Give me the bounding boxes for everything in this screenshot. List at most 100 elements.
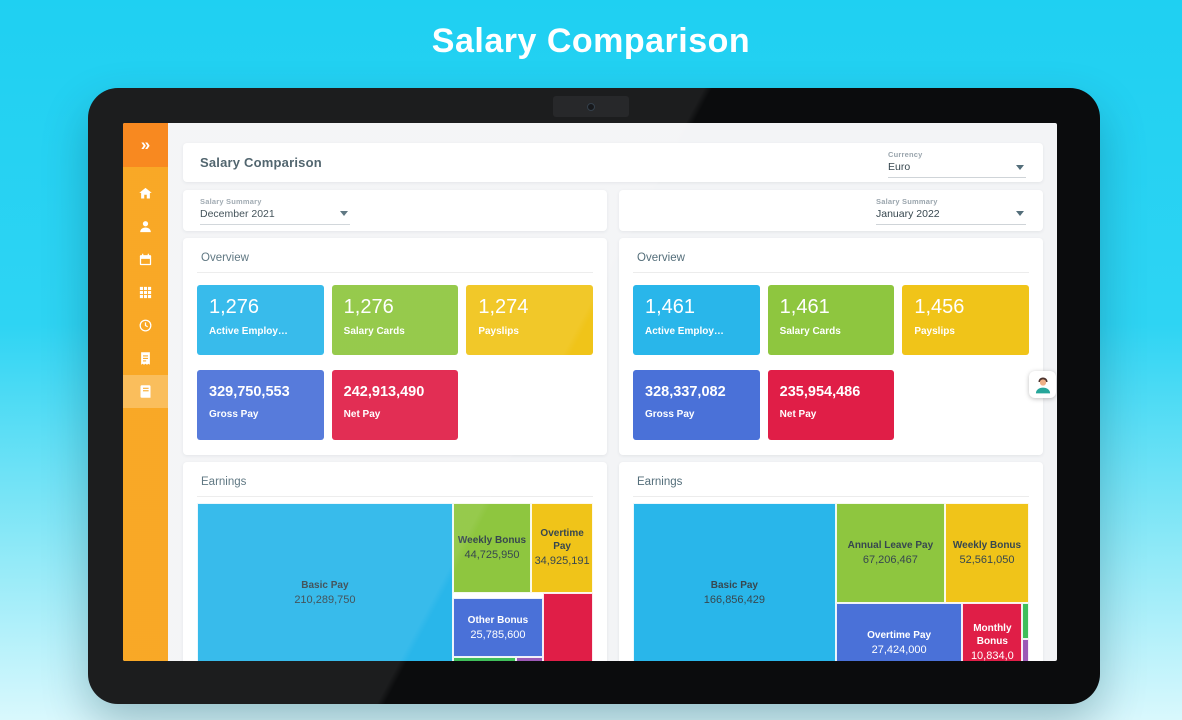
- card-title: Earnings: [633, 474, 1029, 497]
- apps-grid-icon: [139, 286, 152, 299]
- comparison-column-left: Salary Summary December 2021 Overview 1,…: [183, 190, 607, 661]
- assistant-avatar-button[interactable]: [1029, 371, 1056, 398]
- tile-value: 329,750,553: [209, 384, 290, 400]
- main-content: Salary Comparison Currency Euro Salary S…: [168, 123, 1057, 661]
- treemap-cell-weekly-bonus: Weekly Bonus 52,561,050: [945, 503, 1029, 604]
- tile-label: Gross Pay: [209, 408, 259, 420]
- double-chevron-right-icon: »: [140, 135, 151, 154]
- sidebar-nav: [123, 177, 168, 408]
- stat-tile-salary-cards: 1,276 Salary Cards: [331, 285, 459, 355]
- page-title: Salary Comparison: [431, 22, 751, 60]
- treemap-cell-annual-leave-pay: Annual Leave Pay 67,206,467: [835, 503, 946, 604]
- tile-label: Salary Cards: [779, 326, 841, 337]
- card-title: Overview: [197, 250, 593, 273]
- tile-value: 235,954,486: [779, 384, 861, 400]
- treemap-sliver-green: [1022, 603, 1029, 640]
- chevron-down-icon: [1016, 164, 1024, 170]
- stat-tiles: 1,276 Active Employ… 1,276 Salary Cards …: [197, 285, 593, 440]
- sidebar-item-calendar[interactable]: [123, 243, 168, 276]
- chevron-down-icon: [1016, 211, 1024, 216]
- salary-summary-card: Salary Summary January 2022: [619, 190, 1043, 231]
- tile-value: 1,461: [779, 296, 830, 318]
- comparison-column-right: Salary Summary January 2022 Overview 1,4…: [619, 190, 1043, 661]
- stat-tile-payslips: 1,274 Payslips: [466, 285, 593, 355]
- stat-tile-gross-pay: 329,750,553 Gross Pay: [197, 370, 324, 440]
- history-icon: [139, 319, 152, 332]
- currency-value: Euro: [888, 161, 911, 173]
- treemap-sliver-purple: [1022, 639, 1029, 661]
- tile-value: 1,456: [914, 296, 965, 318]
- treemap-cell-basic-pay: Basic Pay 210,289,750: [197, 503, 453, 661]
- currency-label: Currency: [888, 150, 923, 159]
- stat-tile-active-employees: 1,276 Active Employ…: [197, 285, 324, 355]
- select-value: December 2021: [200, 207, 275, 220]
- earnings-treemap: Basic Pay 166,856,429 Annual Leave Pay 6…: [633, 503, 1029, 661]
- app-page-title: Salary Comparison: [200, 155, 322, 170]
- sidebar-item-payslips[interactable]: [123, 342, 168, 375]
- tile-label: Payslips: [914, 326, 955, 337]
- overview-card: Overview 1,276 Active Employ… 1,276 Sala…: [183, 238, 607, 455]
- stat-tile-gross-pay: 328,337,082 Gross Pay: [633, 370, 760, 440]
- tile-label: Salary Cards: [343, 326, 405, 337]
- sidebar-item-employees[interactable]: [123, 210, 168, 243]
- treemap-sliver-green: [452, 657, 516, 661]
- treemap-cell-unlabeled: [543, 593, 593, 661]
- chevron-down-icon: [340, 211, 348, 216]
- earnings-card: Earnings Basic Pay 210,289,750 Weekly Bo…: [183, 462, 607, 661]
- calendar-icon: [139, 253, 152, 266]
- user-icon: [140, 221, 151, 233]
- salary-summary-select-right[interactable]: Salary Summary January 2022: [876, 197, 1026, 225]
- sidebar-item-home[interactable]: [123, 177, 168, 210]
- report-icon: [140, 385, 151, 398]
- tile-value: 1,274: [478, 296, 529, 318]
- treemap-cell-overtime-pay: Overtime Pay 27,424,000: [835, 603, 963, 661]
- treemap-sliver-purple: [515, 657, 544, 661]
- app-screen: »: [123, 123, 1057, 661]
- overview-card: Overview 1,461 Active Employ… 1,461 Sala…: [619, 238, 1043, 455]
- tile-label: Gross Pay: [645, 408, 695, 420]
- tile-value: 1,461: [645, 296, 696, 318]
- sidebar-item-history[interactable]: [123, 309, 168, 342]
- sidebar-item-apps[interactable]: [123, 276, 168, 309]
- card-title: Earnings: [197, 474, 593, 497]
- tile-value: 242,913,490: [343, 384, 425, 400]
- treemap-cell-other-bonus: Other Bonus 25,785,600: [452, 598, 544, 658]
- tile-label: Payslips: [478, 326, 519, 337]
- card-title: Overview: [633, 250, 1029, 273]
- tile-label: Net Pay: [343, 408, 381, 420]
- home-icon: [139, 187, 152, 199]
- camera-housing: [553, 96, 629, 117]
- salary-summary-select-left[interactable]: Salary Summary December 2021: [200, 197, 350, 225]
- earnings-card: Earnings Basic Pay 166,856,429 Annual Le…: [619, 462, 1043, 661]
- person-avatar-icon: [1035, 377, 1050, 393]
- stat-tile-active-employees: 1,461 Active Employ…: [633, 285, 760, 355]
- stat-tile-payslips: 1,456 Payslips: [902, 285, 1029, 355]
- tile-label: Active Employ…: [209, 326, 288, 337]
- page-header-card: Salary Comparison Currency Euro: [183, 143, 1043, 182]
- comparison-columns: Salary Summary December 2021 Overview 1,…: [183, 190, 1043, 661]
- tile-value: 1,276: [209, 296, 260, 318]
- tile-value: 328,337,082: [645, 384, 726, 400]
- treemap-cell-weekly-bonus: Weekly Bonus 44,725,950: [452, 503, 532, 593]
- treemap-cell-overtime-pay: Overtime Pay 34,925,191: [531, 503, 593, 593]
- earnings-treemap: Basic Pay 210,289,750 Weekly Bonus 44,72…: [197, 503, 593, 661]
- tile-label: Active Employ…: [645, 326, 724, 337]
- stat-tiles: 1,461 Active Employ… 1,461 Salary Cards …: [633, 285, 1029, 440]
- sidebar-toggle-button[interactable]: »: [123, 123, 168, 167]
- stat-tile-net-pay: 242,913,490 Net Pay: [331, 370, 459, 440]
- camera-lens-icon: [587, 102, 595, 111]
- tablet-device-frame: »: [88, 88, 1100, 704]
- stat-tile-net-pay: 235,954,486 Net Pay: [767, 370, 895, 440]
- tile-value: 1,276: [343, 296, 394, 318]
- sidebar: »: [123, 123, 168, 661]
- tile-label: Net Pay: [779, 408, 817, 420]
- currency-select[interactable]: Currency Euro: [888, 150, 1026, 178]
- payslip-icon: [141, 352, 150, 365]
- treemap-cell-monthly-bonus: Monthly Bonus 10,834,0: [962, 603, 1023, 661]
- select-label: Salary Summary: [200, 196, 262, 206]
- sidebar-item-reports[interactable]: [123, 375, 168, 408]
- stat-tile-salary-cards: 1,461 Salary Cards: [767, 285, 895, 355]
- select-label: Salary Summary: [876, 196, 938, 206]
- treemap-cell-basic-pay: Basic Pay 166,856,429: [633, 503, 836, 661]
- select-value: January 2022: [876, 207, 940, 220]
